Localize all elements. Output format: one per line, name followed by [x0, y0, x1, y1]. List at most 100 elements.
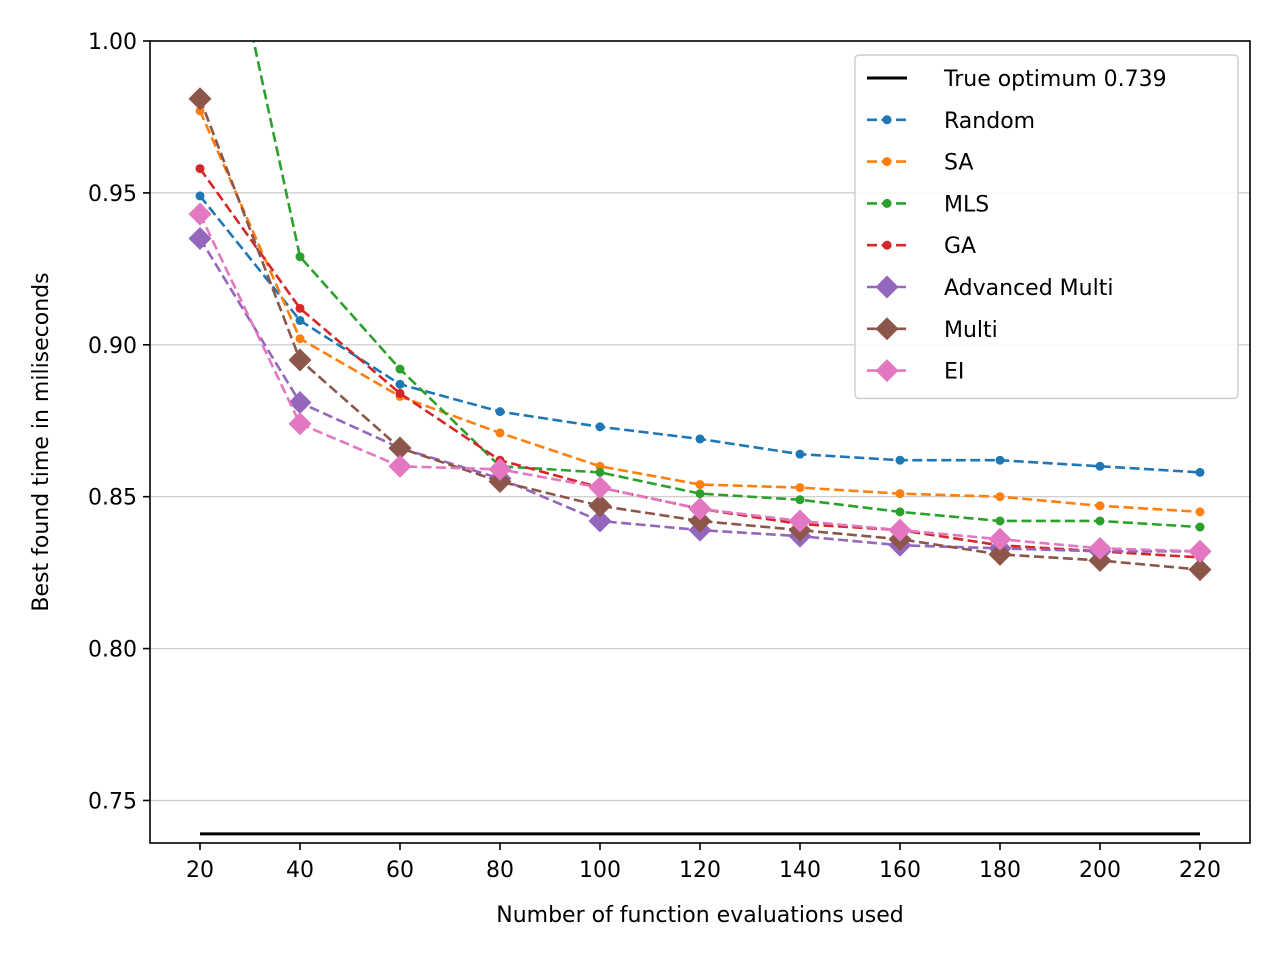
- data-point-ei: [1088, 536, 1112, 560]
- data-point-multi: [188, 87, 212, 111]
- data-point-sa: [1095, 501, 1105, 511]
- data-point-random: [595, 422, 605, 432]
- y-tick-label: 0.75: [88, 789, 137, 814]
- data-point-ga: [295, 303, 305, 313]
- data-point-random: [195, 191, 205, 201]
- data-point-ga: [395, 388, 405, 398]
- legend-marker-random: [882, 115, 892, 125]
- data-point-ei: [888, 518, 912, 542]
- x-tick-label: 140: [779, 858, 821, 883]
- legend-item-random: Random: [867, 109, 1035, 134]
- series-layer: [188, 41, 1212, 836]
- x-tick-label: 200: [1079, 858, 1121, 883]
- data-point-random: [795, 449, 805, 459]
- series-random: [195, 191, 1205, 477]
- x-tick-label: 40: [286, 858, 314, 883]
- data-point-advanced-multi: [288, 391, 312, 415]
- data-point-ei: [488, 457, 512, 481]
- data-point-mls: [895, 507, 905, 517]
- data-point-sa: [995, 492, 1005, 502]
- legend-marker-sa: [882, 157, 892, 167]
- legend-label-random: Random: [944, 109, 1035, 134]
- legend-label-multi: Multi: [944, 318, 998, 343]
- legend-item-mls: MLS: [867, 192, 989, 217]
- legend-item-multi: Multi: [867, 317, 998, 343]
- data-point-ei: [988, 527, 1012, 551]
- data-point-random: [895, 455, 905, 465]
- data-point-random: [1195, 467, 1205, 477]
- data-point-multi: [288, 348, 312, 372]
- legend-item-advanced-multi: Advanced Multi: [867, 275, 1113, 301]
- legend-label-sa: SA: [944, 151, 973, 176]
- data-point-mls: [695, 489, 705, 499]
- y-tick-label: 0.85: [88, 486, 137, 511]
- x-tick-label: 80: [486, 858, 514, 883]
- legend-marker-ei: [875, 359, 899, 383]
- data-point-advanced-multi: [588, 509, 612, 533]
- legend-item-true-optimum-0-739: True optimum 0.739: [867, 67, 1167, 92]
- legend-label-advanced-multi: Advanced Multi: [944, 276, 1113, 301]
- x-axis: 20 40 60 80 100 120 140 160 180 200 220: [186, 843, 1221, 883]
- data-point-mls: [1195, 522, 1205, 532]
- legend-marker-mls: [882, 198, 892, 208]
- data-point-mls: [595, 467, 605, 477]
- data-point-mls: [295, 252, 305, 262]
- x-tick-label: 180: [979, 858, 1021, 883]
- legend-item-ei: EI: [867, 359, 964, 385]
- data-point-advanced-multi: [188, 226, 212, 250]
- data-point-mls: [795, 495, 805, 505]
- data-point-ga: [195, 164, 205, 174]
- y-tick-label: 1.00: [88, 30, 137, 55]
- x-tick-label: 60: [386, 858, 414, 883]
- data-point-random: [495, 407, 505, 417]
- data-point-sa: [195, 106, 205, 116]
- legend-marker-advanced-multi: [875, 275, 899, 299]
- data-point-ei: [1188, 539, 1212, 563]
- legend: True optimum 0.739 Random SA MLS GA Advanced …: [854, 54, 1239, 400]
- data-point-random: [995, 455, 1005, 465]
- y-tick-label: 0.80: [88, 638, 137, 663]
- data-point-mls: [995, 516, 1005, 526]
- data-point-multi: [1188, 558, 1212, 582]
- data-point-multi: [988, 542, 1012, 566]
- x-axis-label: Number of function evaluations used: [496, 903, 904, 928]
- series-line-sa: [198, 110, 1201, 514]
- data-point-multi: [488, 469, 512, 493]
- series-line-multi: [198, 98, 1201, 571]
- legend-item-ga: GA: [867, 234, 976, 259]
- data-point-mls: [1095, 516, 1105, 526]
- data-point-random: [1095, 461, 1105, 471]
- data-point-sa: [895, 489, 905, 499]
- data-point-random: [695, 434, 705, 444]
- data-point-sa: [495, 428, 505, 438]
- data-point-multi: [1088, 548, 1112, 572]
- x-tick-label: 160: [879, 858, 921, 883]
- data-point-ei: [388, 454, 412, 478]
- legend-label-ei: EI: [944, 360, 964, 385]
- data-point-ei: [788, 509, 812, 533]
- data-point-ei: [588, 476, 612, 500]
- legend-label-true-optimum-0-739: True optimum 0.739: [943, 67, 1167, 92]
- y-axis: 0.75 0.80 0.85 0.90 0.95 1.00: [88, 30, 150, 814]
- data-point-ei: [688, 497, 712, 521]
- legend-label-mls: MLS: [944, 192, 989, 217]
- data-point-ei: [188, 202, 212, 226]
- data-point-mls: [395, 364, 405, 374]
- y-axis-label: Best found time in miliseconds: [29, 272, 54, 611]
- data-point-ei: [288, 412, 312, 436]
- legend-label-ga: GA: [944, 234, 976, 259]
- data-point-sa: [295, 334, 305, 344]
- data-point-sa: [795, 483, 805, 493]
- data-point-sa: [695, 480, 705, 490]
- legend-marker-ga: [882, 240, 892, 250]
- legend-marker-multi: [875, 317, 899, 341]
- data-point-multi: [688, 509, 712, 533]
- y-tick-label: 0.90: [88, 334, 137, 359]
- y-tick-label: 0.95: [88, 182, 137, 207]
- data-point-random: [295, 315, 305, 325]
- data-point-sa: [1195, 507, 1205, 517]
- legend-box: [854, 54, 1239, 400]
- data-point-random: [395, 379, 405, 389]
- x-tick-label: 120: [679, 858, 721, 883]
